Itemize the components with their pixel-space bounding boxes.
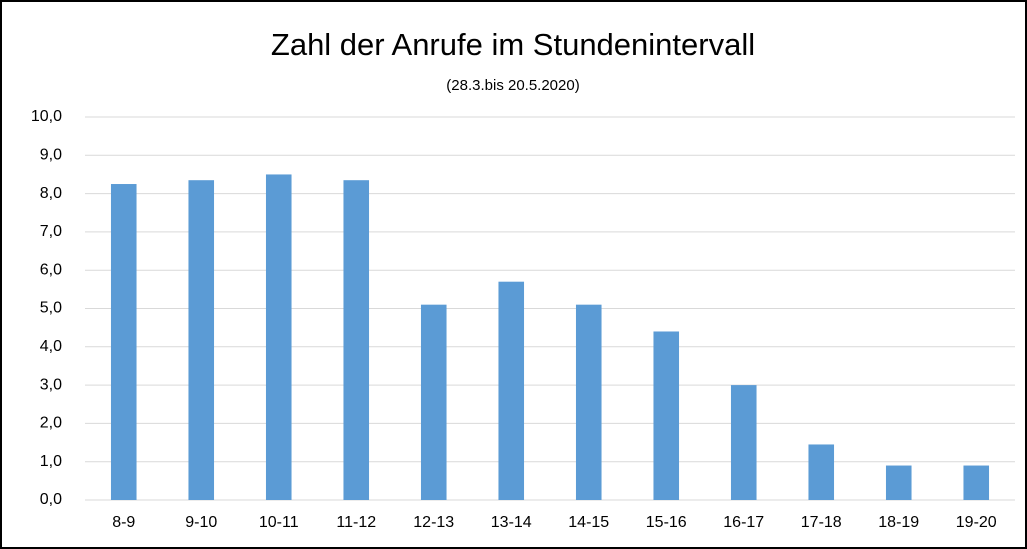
bar: [730, 385, 757, 500]
y-tick-label: 5,0: [40, 300, 62, 317]
x-tick-label: 15-16: [646, 514, 687, 531]
bar: [265, 174, 292, 500]
y-tick-label: 7,0: [40, 223, 62, 240]
y-tick-label: 0,0: [40, 491, 62, 508]
x-tick-label: 9-10: [185, 514, 217, 531]
y-tick-label: 10,0: [31, 108, 62, 125]
y-tick-label: 3,0: [40, 376, 62, 393]
y-tick-label: 4,0: [40, 338, 62, 355]
bar: [885, 465, 912, 500]
bar: [575, 304, 602, 500]
y-tick-label: 8,0: [40, 185, 62, 202]
chart-subtitle: (28.3.bis 20.5.2020): [446, 77, 579, 94]
y-tick-label: 1,0: [40, 453, 62, 470]
bar: [110, 184, 137, 500]
x-tick-label: 8-9: [112, 514, 135, 531]
bar: [188, 180, 215, 500]
bar: [343, 180, 370, 500]
x-tick-label: 13-14: [491, 514, 532, 531]
y-tick-label: 6,0: [40, 261, 62, 278]
x-tick-label: 14-15: [568, 514, 609, 531]
x-tick-label: 19-20: [956, 514, 997, 531]
x-tick-label: 17-18: [801, 514, 842, 531]
chart-title: Zahl der Anrufe im Stundenintervall: [271, 27, 755, 62]
y-tick-label: 2,0: [40, 415, 62, 432]
x-tick-label: 12-13: [413, 514, 454, 531]
x-tick-label: 16-17: [723, 514, 764, 531]
bar: [808, 444, 835, 500]
x-tick-label: 10-11: [259, 514, 299, 531]
bar: [963, 465, 990, 500]
bar: [653, 331, 680, 500]
x-tick-label: 18-19: [878, 514, 919, 531]
y-tick-label: 9,0: [40, 147, 62, 164]
x-tick-label: 11-12: [336, 514, 376, 531]
bar: [498, 281, 525, 500]
bar: [420, 304, 447, 500]
